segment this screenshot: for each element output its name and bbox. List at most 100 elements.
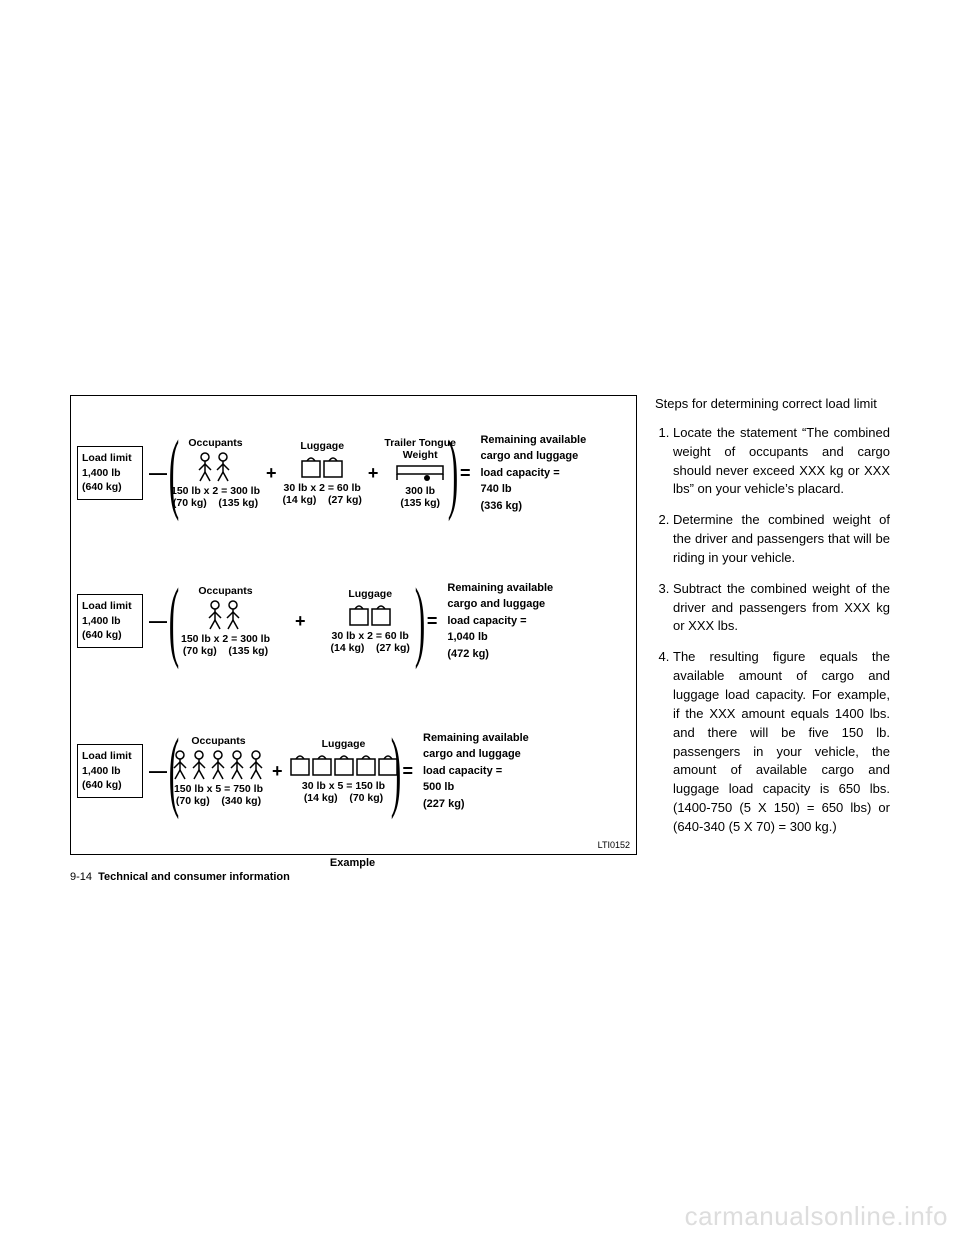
page-footer: 9-14 Technical and consumer information — [70, 871, 635, 883]
minus-icon: — — [149, 611, 167, 632]
luggage-header: Luggage — [300, 440, 344, 452]
occupants-kg: (70 kg) (340 kg) — [176, 795, 261, 807]
remain-line: (227 kg) — [423, 796, 543, 813]
figure-caption: Example — [70, 857, 635, 869]
remaining-capacity: Remaining available cargo and luggage lo… — [423, 730, 543, 813]
minus-icon: — — [149, 761, 167, 782]
remain-line: 740 lb — [480, 481, 600, 498]
text-column: Steps for determining correct load limit… — [655, 395, 890, 883]
step-item: Subtract the combined weight of the driv… — [673, 580, 890, 637]
luggage-header: Luggage — [322, 738, 366, 750]
plus-icon: + — [272, 761, 283, 782]
occupants-header: Occupants — [191, 735, 245, 747]
remain-line: load capacity = — [480, 465, 600, 482]
equals-icon: = — [460, 463, 471, 484]
occupants-icon — [205, 600, 245, 630]
luggage-kg: (14 kg) (27 kg) — [283, 494, 362, 506]
occupants-header: Occupants — [198, 585, 252, 597]
step-item: The resulting figure equals the availabl… — [673, 648, 890, 836]
remain-line: cargo and luggage — [447, 596, 567, 613]
load-limit-lb: 1,400 lb — [82, 764, 138, 779]
brace-right-icon: ) — [390, 744, 400, 798]
occupants-kg: (70 kg) (135 kg) — [183, 645, 268, 657]
figure-column: Load limit 1,400 lb (640 kg) — ( Occupan… — [70, 395, 635, 883]
watermark: carmanualsonline.info — [685, 1201, 948, 1232]
trailer-calc: 300 lb — [405, 485, 435, 497]
luggage-group: Luggage 30 lb x 5 = 150 lb (14 kg) — [289, 738, 399, 804]
luggage-group: Luggage 30 lb x 2 = 60 lb (14 kg) (27 kg… — [331, 588, 410, 654]
trailer-header: Trailer Tongue — [384, 437, 456, 449]
luggage-calc: 30 lb x 2 = 60 lb — [284, 482, 361, 494]
section-title: Technical and consumer information — [98, 871, 290, 883]
steps-heading: Steps for determining correct load limit — [655, 395, 890, 414]
minus-icon: — — [149, 463, 167, 484]
remain-line: load capacity = — [447, 613, 567, 630]
occupants-icon — [195, 452, 235, 482]
load-limit-box: Load limit 1,400 lb (640 kg) — [77, 594, 143, 648]
occupants-calc: 150 lb x 2 = 300 lb — [171, 485, 260, 497]
load-limit-label: Load limit — [82, 749, 138, 764]
luggage-group: Luggage 30 lb x 2 = 60 lb (14 kg) (27 kg… — [283, 440, 362, 506]
remain-line: cargo and luggage — [480, 448, 600, 465]
luggage-calc: 30 lb x 5 = 150 lb — [302, 780, 385, 792]
occupants-calc: 150 lb x 2 = 300 lb — [181, 633, 270, 645]
luggage-header: Luggage — [348, 588, 392, 600]
load-limit-kg: (640 kg) — [82, 480, 138, 495]
occupants-group: Occupants 150 lb x 2 = 300 lb (70 kg) (1… — [171, 437, 260, 509]
remain-line: Remaining available — [423, 730, 543, 747]
remaining-capacity: Remaining available cargo and luggage lo… — [480, 432, 600, 515]
plus-icon: + — [295, 611, 306, 632]
remain-line: cargo and luggage — [423, 746, 543, 763]
remain-line: load capacity = — [423, 763, 543, 780]
load-limit-lb: 1,400 lb — [82, 466, 138, 481]
load-limit-box: Load limit 1,400 lb (640 kg) — [77, 744, 143, 798]
occupants-group: Occupants 150 lb x 5 = 750 lb (70 k — [171, 735, 266, 807]
trailer-icon — [395, 464, 445, 482]
trailer-weight-header: Weight — [403, 449, 438, 461]
remain-line: 1,040 lb — [447, 629, 567, 646]
remaining-capacity: Remaining available cargo and luggage lo… — [447, 580, 567, 663]
step-item: Determine the combined weight of the dri… — [673, 511, 890, 568]
brace-left-icon: ( — [169, 446, 179, 500]
example-row-2: Load limit 1,400 lb (640 kg) — ( Occupan… — [71, 556, 636, 686]
brace-left-icon: ( — [169, 744, 179, 798]
luggage-icon — [289, 753, 399, 777]
occupants-header: Occupants — [188, 437, 242, 449]
load-limit-label: Load limit — [82, 599, 138, 614]
remain-line: (336 kg) — [480, 498, 600, 515]
step-item: Locate the statement “The combined weigh… — [673, 424, 890, 499]
brace-right-icon: ) — [415, 594, 425, 648]
occupants-icon — [171, 750, 266, 780]
load-limit-lb: 1,400 lb — [82, 614, 138, 629]
remain-line: Remaining available — [447, 580, 567, 597]
steps-list: Locate the statement “The combined weigh… — [655, 424, 890, 837]
remain-line: 500 lb — [423, 779, 543, 796]
brace-right-icon: ) — [448, 446, 458, 500]
luggage-kg: (14 kg) (70 kg) — [304, 792, 383, 804]
occupants-group: Occupants 150 lb x 2 = 300 lb (70 kg) (1… — [181, 585, 270, 657]
occupants-kg: (70 kg) (135 kg) — [173, 497, 258, 509]
load-capacity-diagram: Load limit 1,400 lb (640 kg) — ( Occupan… — [70, 395, 637, 855]
trailer-kg: (135 kg) — [400, 497, 440, 509]
example-row-1: Load limit 1,400 lb (640 kg) — ( Occupan… — [71, 408, 636, 538]
equals-icon: = — [402, 761, 413, 782]
luggage-icon — [348, 603, 392, 627]
load-limit-kg: (640 kg) — [82, 628, 138, 643]
remain-line: (472 kg) — [447, 646, 567, 663]
load-limit-label: Load limit — [82, 451, 138, 466]
page-number: 9-14 — [70, 871, 92, 883]
remain-line: Remaining available — [480, 432, 600, 449]
occupants-calc: 150 lb x 5 = 750 lb — [174, 783, 263, 795]
plus-icon: + — [368, 463, 379, 484]
example-row-3: Load limit 1,400 lb (640 kg) — ( Occupan… — [71, 706, 636, 836]
brace-left-icon: ( — [169, 594, 179, 648]
luggage-icon — [300, 455, 344, 479]
figure-id: LTI0152 — [598, 840, 630, 850]
load-limit-box: Load limit 1,400 lb (640 kg) — [77, 446, 143, 500]
luggage-calc: 30 lb x 2 = 60 lb — [332, 630, 409, 642]
luggage-kg: (14 kg) (27 kg) — [331, 642, 410, 654]
equals-icon: = — [427, 611, 438, 632]
load-limit-kg: (640 kg) — [82, 778, 138, 793]
plus-icon: + — [266, 463, 277, 484]
trailer-group: Trailer Tongue Weight 300 lb (135 kg) — [384, 437, 456, 509]
